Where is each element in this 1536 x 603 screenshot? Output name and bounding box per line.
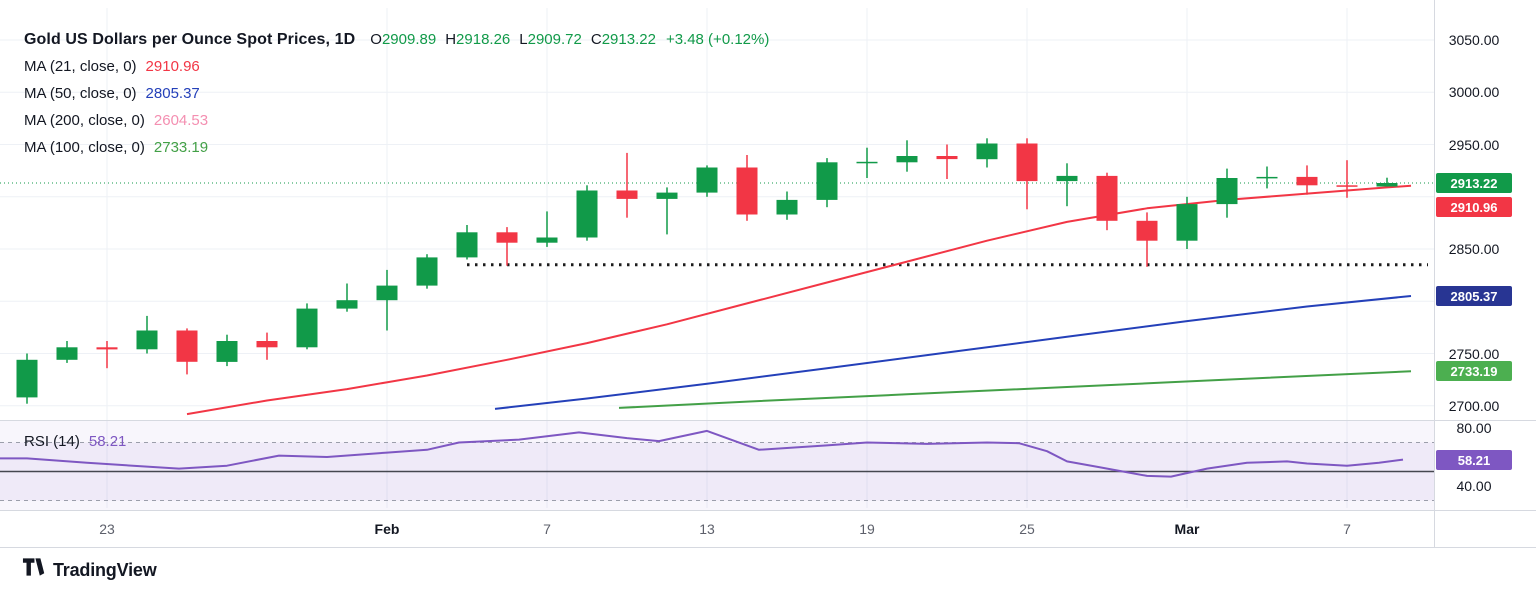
ohlc-val-open: 2909.89 bbox=[381, 31, 437, 48]
time-tick: 25 bbox=[1019, 521, 1035, 537]
chart-legend: Gold US Dollars per Ounce Spot Prices, 1… bbox=[24, 26, 769, 161]
footer: TradingView bbox=[22, 556, 157, 584]
ma100-label: MA (100, close, 0) bbox=[24, 139, 145, 156]
price-badge: 2913.22 bbox=[1436, 173, 1512, 193]
change-value: +3.48 (+0.12%) bbox=[665, 31, 770, 48]
time-tick: 13 bbox=[699, 521, 715, 537]
ohlc-key-high: H bbox=[445, 31, 457, 48]
ma100-value: 2733.19 bbox=[153, 139, 209, 156]
ma-line-ma21 bbox=[186, 184, 1412, 416]
rsi-value: 58.21 bbox=[88, 433, 127, 450]
ma21-value: 2910.96 bbox=[145, 58, 200, 75]
ma-line-ma50 bbox=[494, 295, 1412, 410]
price-tick: 2750.00 bbox=[1448, 346, 1500, 362]
low-value: L2909.72 bbox=[519, 31, 582, 48]
price-axis[interactable]: 3050.00 3000.00 2950.00 2850.00 2750.00 2700.… bbox=[1434, 0, 1536, 547]
ma21-legend-row[interactable]: MA (21, close, 0) 2910.96 bbox=[24, 53, 769, 80]
price-badge: 2805.37 bbox=[1436, 286, 1512, 306]
time-tick: 23 bbox=[99, 521, 115, 537]
time-tick: 19 bbox=[859, 521, 875, 537]
high-value: H2918.26 bbox=[445, 31, 510, 48]
symbol-legend-row[interactable]: Gold US Dollars per Ounce Spot Prices, 1… bbox=[24, 26, 769, 53]
grid bbox=[0, 8, 1434, 508]
ohlc-val-high: 2918.26 bbox=[456, 31, 511, 48]
price-badge: 2733.19 bbox=[1436, 361, 1512, 381]
tradingview-logo-icon[interactable] bbox=[22, 556, 45, 584]
ma50-value: 2805.37 bbox=[145, 85, 200, 102]
ohlc-key-close: C bbox=[590, 31, 602, 48]
ma-line-ma100 bbox=[618, 370, 1412, 409]
close-value: C2913.22 bbox=[591, 31, 656, 48]
tradingview-brand-text[interactable]: TradingView bbox=[53, 559, 157, 580]
price-badge: 2910.96 bbox=[1436, 197, 1512, 217]
rsi-legend-row[interactable]: RSI (14) 58.21 bbox=[24, 433, 126, 450]
ma100-legend-row[interactable]: MA (100, close, 0) 2733.19 bbox=[24, 134, 769, 161]
ohlc-key-open: O bbox=[370, 31, 382, 48]
time-tick: Mar bbox=[1174, 521, 1200, 537]
price-tick: 2850.00 bbox=[1448, 241, 1500, 257]
price-tick: 3000.00 bbox=[1448, 84, 1500, 100]
price-tick: 2700.00 bbox=[1448, 398, 1500, 414]
price-tick: 3050.00 bbox=[1448, 32, 1500, 48]
time-axis[interactable]: 23 Feb 7 13 19 25 Mar 7 bbox=[0, 510, 1434, 547]
ma200-value: 2604.53 bbox=[153, 112, 209, 129]
ma200-label: MA (200, close, 0) bbox=[24, 112, 145, 129]
time-tick: 7 bbox=[543, 521, 551, 537]
time-tick: Feb bbox=[374, 521, 400, 537]
ma200-legend-row[interactable]: MA (200, close, 0) 2604.53 bbox=[24, 107, 769, 134]
rsi-tick: 40.00 bbox=[1456, 478, 1492, 494]
candles bbox=[16, 138, 1398, 404]
symbol-title: Gold US Dollars per Ounce Spot Prices, 1… bbox=[24, 30, 356, 48]
rsi-tick: 80.00 bbox=[1456, 420, 1492, 436]
rsi-badge: 58.21 bbox=[1436, 450, 1512, 470]
time-tick: 7 bbox=[1343, 521, 1351, 537]
open-value: O2909.89 bbox=[370, 31, 436, 48]
ma21-label: MA (21, close, 0) bbox=[24, 58, 137, 75]
rsi-label: RSI (14) bbox=[24, 433, 80, 450]
ma50-legend-row[interactable]: MA (50, close, 0) 2805.37 bbox=[24, 80, 769, 107]
ohlc-key-low: L bbox=[519, 31, 528, 48]
price-tick: 2950.00 bbox=[1448, 137, 1500, 153]
rsi-line bbox=[0, 429, 1404, 478]
ohlc-val-low: 2909.72 bbox=[527, 31, 582, 48]
ohlc-val-close: 2913.22 bbox=[601, 31, 656, 48]
ma50-label: MA (50, close, 0) bbox=[24, 85, 137, 102]
